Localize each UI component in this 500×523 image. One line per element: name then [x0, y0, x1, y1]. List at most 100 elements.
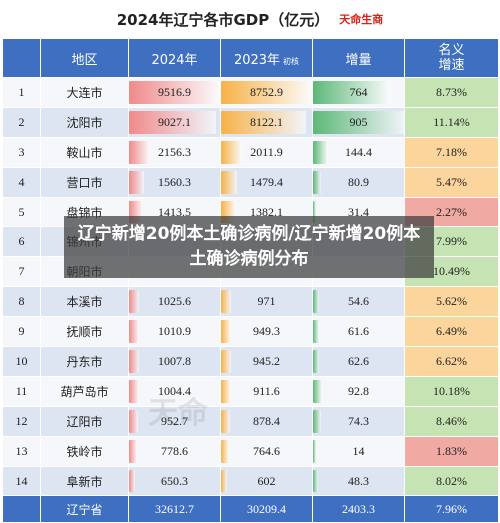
cell-value: 764.6 — [253, 443, 280, 458]
cell-2024: 1004.4 — [128, 375, 221, 407]
cell-2024: 1007.8 — [128, 346, 221, 377]
title-bar: 2024年辽宁各市GDP（亿元） 天命生商 — [0, 0, 500, 38]
news-overlay-banner[interactable]: 辽宁新增20例本土确诊病例/辽宁新增20例本土确诊病例分布 — [64, 216, 434, 278]
cell-value: 8122.1 — [250, 114, 283, 129]
cell-increase: 74.3 — [312, 405, 405, 437]
cell-2023: 764.6 — [220, 435, 313, 467]
cell-region: 阜新市 — [40, 465, 129, 497]
value-bar — [313, 409, 321, 433]
cell-2023: 878.4 — [220, 405, 313, 437]
gdp-table: 地区 2024年 2023年 初核 增量 名义 增速 1 大连市 9516.9 8752… — [2, 38, 499, 523]
cell-value: 945.2 — [253, 353, 280, 368]
value-bar — [313, 170, 322, 194]
cell-value: 62.6 — [348, 353, 369, 368]
header-growth: 名义 增速 — [404, 38, 499, 78]
cell-growth: 5.47% — [404, 166, 499, 198]
cell-value: 2156.3 — [158, 144, 191, 159]
cell-2024: 9027.1 — [128, 106, 221, 138]
cell-growth: 11.14% — [404, 106, 499, 138]
cell-value: 764 — [349, 84, 368, 99]
cell-value: 1413.5 — [158, 204, 191, 219]
table-row: 3 鞍山市 2156.3 2011.9 144.4 7.18% — [2, 136, 499, 168]
total-row: 辽宁省 32612.7 30209.4 2403.3 7.96% — [2, 495, 499, 523]
cell-index: 9 — [2, 316, 41, 348]
value-bar — [129, 170, 145, 194]
value-bar — [129, 140, 150, 164]
cell-value: 949.3 — [253, 324, 280, 339]
total-growth: 7.96% — [404, 495, 499, 523]
value-bar — [221, 350, 231, 373]
table-row: 5 盘锦市 1413.5 1382.1 31.4 2.27% — [2, 196, 499, 228]
total-index — [2, 495, 41, 523]
cell-value: 1479.4 — [250, 174, 283, 189]
cell-increase: 764 — [312, 77, 405, 108]
cell-value: 31.4 — [348, 204, 369, 219]
header-2023-label: 2023年 — [233, 52, 281, 68]
cell-value: 1004.4 — [158, 383, 191, 398]
cell-region: 抚顺市 — [40, 316, 129, 348]
table-row: 1 大连市 9516.9 8752.9 764 8.73% — [2, 77, 499, 108]
cell-growth: 7.18% — [404, 136, 499, 168]
overlay-headline: 辽宁新增20例本土确诊病例/辽宁新增20例本土确诊病例分布 — [77, 224, 421, 269]
value-bar — [221, 439, 230, 463]
value-bar — [313, 110, 405, 134]
brand-label: 天命生商 — [339, 13, 384, 26]
value-bar — [313, 81, 391, 104]
cell-region: 沈阳市 — [40, 106, 129, 138]
cell-2024: 952.7 — [128, 405, 221, 437]
value-bar — [129, 409, 139, 433]
cell-2024: 9516.9 — [128, 77, 221, 108]
table-row: 4 营口市 1560.3 1479.4 80.9 5.47% — [2, 166, 499, 198]
table-row: 9 抚顺市 1010.9 949.3 61.6 6.49% — [2, 316, 499, 348]
cell-2024: 2156.3 — [128, 136, 221, 168]
value-bar — [313, 350, 320, 373]
cell-value: 911.6 — [253, 383, 280, 398]
cell-index: 4 — [2, 166, 41, 198]
cell-growth: 1.83% — [404, 435, 499, 467]
value-bar — [313, 379, 323, 403]
cell-value: 8752.9 — [250, 84, 283, 99]
table-header-row: 地区 2024年 2023年 初核 增量 名义 增速 — [2, 38, 499, 78]
table-row: 13 铁岭市 778.6 764.6 14 1.83% — [2, 435, 499, 467]
cell-index: 13 — [2, 435, 41, 467]
cell-region: 葫芦岛市 — [40, 375, 129, 407]
cell-value: 778.6 — [161, 443, 188, 458]
cell-growth: 8.46% — [404, 405, 499, 437]
value-bar — [129, 379, 139, 403]
cell-region: 丹东市 — [40, 346, 129, 377]
value-bar — [221, 140, 243, 164]
cell-index: 6 — [2, 226, 41, 258]
cell-value: 1010.9 — [158, 324, 191, 339]
table-row: 11 葫芦岛市 1004.4 911.6 92.8 10.18% — [2, 375, 499, 407]
total-region: 辽宁省 — [40, 495, 129, 523]
table-row: 2 沈阳市 9027.1 8122.1 905 11.14% — [2, 106, 499, 138]
cell-value: 1007.8 — [158, 353, 191, 368]
cell-value: 878.4 — [253, 413, 280, 428]
cell-value: 9516.9 — [158, 84, 191, 99]
cell-value: 80.9 — [348, 174, 369, 189]
cell-region: 本溪市 — [40, 286, 129, 318]
cell-value: 971 — [257, 294, 276, 309]
cell-increase: 144.4 — [312, 136, 405, 168]
cell-increase: 48.3 — [312, 465, 405, 497]
total-2023: 30209.4 — [220, 495, 313, 523]
value-bar — [221, 170, 237, 194]
cell-increase: 905 — [312, 106, 405, 138]
cell-value: 650.3 — [161, 473, 188, 488]
cell-index: 2 — [2, 106, 41, 138]
cell-value: 1382.1 — [250, 204, 283, 219]
cell-value: 602 — [257, 473, 276, 488]
header-increase: 增量 — [312, 38, 405, 78]
cell-value: 48.3 — [348, 473, 369, 488]
cell-growth: 10.18% — [404, 375, 499, 407]
cell-index: 5 — [2, 196, 41, 228]
cell-increase: 80.9 — [312, 166, 405, 198]
table-row: 12 辽阳市 952.7 878.4 74.3 8.46% — [2, 405, 499, 437]
cell-2023: 2011.9 — [220, 136, 313, 168]
value-bar — [221, 409, 231, 433]
cell-2023: 8752.9 — [220, 77, 313, 108]
cell-value: 61.6 — [348, 324, 369, 339]
value-bar — [129, 439, 137, 463]
cell-value: 92.8 — [348, 383, 369, 398]
value-bar — [313, 469, 318, 493]
